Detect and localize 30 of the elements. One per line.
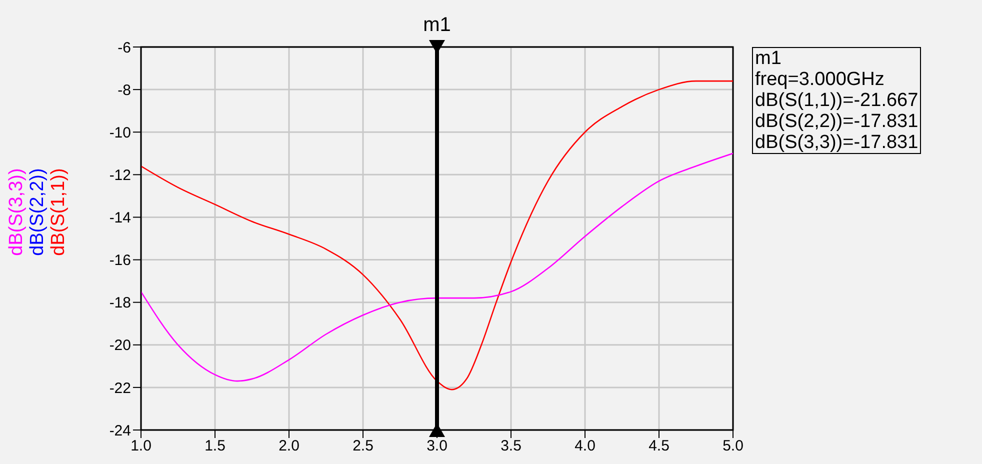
- y-tick-label: -12: [109, 166, 131, 184]
- y-tick-label: -8: [118, 82, 131, 99]
- x-tick-label: 4.5: [648, 438, 670, 455]
- legend-label: dB(S(2,2)): [27, 167, 48, 258]
- y-tick-label: -22: [109, 380, 131, 397]
- y-tick-label: -14: [109, 210, 131, 227]
- text: m1: [755, 48, 782, 69]
- y-tick-label: -20: [109, 337, 131, 354]
- text: dB(S(1,1)): [48, 167, 69, 258]
- x-tick-label: 1.5: [204, 438, 226, 455]
- x-tick-label: 5.0: [722, 438, 744, 455]
- text: freq=3.000GHz: [755, 69, 886, 90]
- ref-line-label: m1: [423, 14, 451, 36]
- y-tick-label: -24: [109, 422, 131, 440]
- x-tick-label: 2.0: [278, 438, 300, 455]
- y-tick-label: -18: [109, 294, 131, 312]
- y-tick-label: -16: [109, 252, 131, 270]
- y-tick-label: -10: [109, 124, 131, 142]
- x-tick-label: 3.0: [426, 438, 448, 455]
- x-tick-label: 4.0: [574, 438, 596, 455]
- text: dB(S(2,2))=-17.831: [755, 111, 918, 132]
- text: dB(S(3,3)): [6, 167, 27, 258]
- line-series: [141, 152, 733, 382]
- x-tick-label: 2.5: [352, 438, 374, 455]
- y-tick-label: -6: [118, 39, 131, 56]
- x-tick-label: 3.5: [500, 438, 522, 455]
- x-tick-label: 1.0: [130, 438, 152, 455]
- text: dB(S(1,1))=-21.667: [755, 90, 918, 111]
- line-series: [141, 80, 733, 390]
- text: dB(S(3,3))=-17.831: [755, 132, 918, 153]
